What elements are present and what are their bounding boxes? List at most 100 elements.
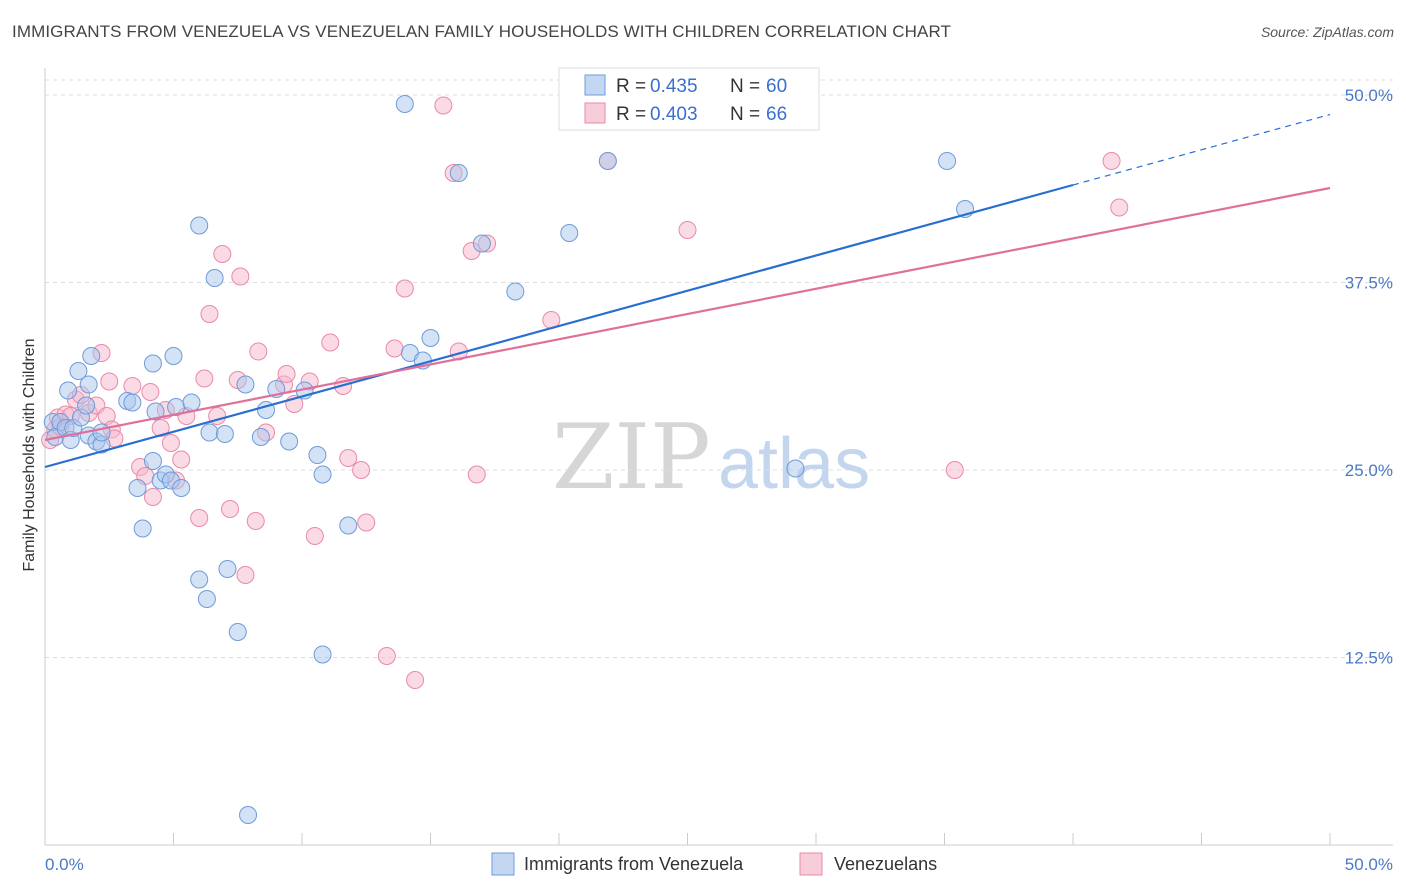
- point-immigrants: [77, 396, 96, 415]
- x-tick-label-min: 0.0%: [45, 855, 84, 874]
- legend-n-label-blue: N =: [730, 76, 760, 97]
- x-axis-ticks: [44, 833, 1331, 845]
- trendline-pink: [44, 186, 1331, 442]
- point-venezuelans: [172, 450, 191, 469]
- y-tick-label: 25.0%: [1345, 461, 1393, 480]
- point-immigrants: [92, 423, 111, 442]
- point-venezuelans: [352, 461, 371, 479]
- point-venezuelans: [151, 419, 170, 437]
- point-venezuelans: [231, 267, 250, 286]
- point-immigrants: [143, 354, 162, 373]
- legend-r-label-pink: R =: [616, 104, 646, 125]
- point-immigrants: [59, 381, 78, 400]
- point-immigrants: [421, 329, 440, 347]
- point-immigrants: [339, 516, 358, 535]
- source-label: Source: ZipAtlas.com: [1260, 24, 1394, 40]
- point-venezuelans: [357, 513, 376, 532]
- point-venezuelans: [141, 383, 160, 401]
- point-venezuelans: [277, 365, 296, 383]
- point-venezuelans: [123, 377, 142, 395]
- point-immigrants: [205, 269, 224, 287]
- watermark-zip: ZIP: [552, 405, 711, 510]
- point-venezuelans: [945, 461, 964, 479]
- point-immigrants: [128, 479, 147, 497]
- point-venezuelans: [377, 647, 396, 665]
- point-immigrants: [786, 459, 805, 478]
- point-venezuelans: [161, 434, 180, 452]
- legend-n-label-pink: N =: [730, 104, 760, 125]
- legend-r-value-blue: 0.435: [650, 76, 698, 97]
- point-immigrants: [313, 645, 332, 664]
- point-immigrants: [280, 432, 299, 451]
- point-immigrants: [239, 806, 258, 824]
- legend-swatch-blue: [584, 74, 606, 96]
- trend-lines: [44, 113, 1331, 469]
- point-immigrants: [395, 95, 414, 113]
- point-venezuelans: [395, 279, 414, 298]
- point-immigrants: [308, 446, 327, 464]
- series-immigrants-points: [43, 95, 975, 824]
- point-venezuelans: [305, 527, 324, 545]
- point-immigrants: [313, 465, 332, 484]
- bottom-legend-label-blue: Immigrants from Venezuela: [524, 854, 744, 874]
- point-venezuelans: [678, 221, 697, 239]
- y-tick-label: 50.0%: [1345, 86, 1393, 105]
- point-venezuelans: [213, 245, 232, 263]
- y-tick-label: 12.5%: [1345, 649, 1393, 668]
- point-immigrants: [506, 282, 525, 301]
- point-venezuelans: [200, 305, 219, 323]
- point-immigrants: [82, 347, 101, 365]
- point-immigrants: [938, 152, 957, 170]
- point-immigrants: [69, 362, 88, 380]
- point-immigrants: [200, 423, 219, 442]
- point-venezuelans: [406, 671, 425, 689]
- point-immigrants: [164, 347, 183, 365]
- correlation-legend: R = 0.435 N = 60 R = 0.403 N = 66: [558, 67, 820, 131]
- point-venezuelans: [246, 512, 265, 530]
- point-venezuelans: [467, 465, 486, 484]
- point-immigrants: [133, 519, 152, 538]
- point-immigrants: [182, 393, 201, 412]
- point-immigrants: [172, 479, 191, 497]
- legend-n-value-pink: 66: [766, 104, 787, 125]
- point-immigrants: [79, 375, 98, 394]
- point-immigrants: [123, 393, 142, 412]
- point-immigrants: [190, 570, 209, 589]
- point-immigrants: [560, 224, 579, 242]
- point-immigrants: [236, 375, 255, 394]
- point-immigrants: [190, 216, 209, 235]
- bottom-legend-swatch-pink: [799, 852, 823, 876]
- point-venezuelans: [143, 488, 162, 506]
- bottom-legend-swatch-blue: [491, 852, 515, 876]
- trendline-blue: [44, 183, 1074, 469]
- point-immigrants: [449, 164, 468, 182]
- point-venezuelans: [249, 342, 268, 361]
- point-venezuelans: [339, 449, 358, 467]
- trendline-extension-blue: [1072, 113, 1331, 186]
- point-immigrants: [215, 425, 234, 443]
- point-venezuelans: [434, 96, 453, 115]
- point-venezuelans: [100, 372, 119, 391]
- point-venezuelans: [1102, 152, 1121, 170]
- y-tick-label: 37.5%: [1345, 274, 1393, 293]
- axes: [44, 68, 1393, 846]
- point-venezuelans: [385, 339, 404, 358]
- point-venezuelans: [221, 500, 240, 518]
- legend-swatch-pink: [584, 102, 606, 124]
- y-axis-tick-labels: 12.5% 25.0% 37.5% 50.0%: [1345, 86, 1393, 668]
- bottom-legend-label-pink: Venezuelans: [834, 854, 937, 874]
- x-tick-label-max: 50.0%: [1345, 855, 1393, 874]
- point-immigrants: [472, 234, 491, 253]
- point-venezuelans: [236, 566, 255, 584]
- point-venezuelans: [190, 509, 209, 527]
- series-legend: Immigrants from Venezuela Venezuelans: [491, 852, 937, 876]
- point-immigrants: [143, 452, 162, 470]
- point-immigrants: [218, 560, 237, 578]
- chart-title: IMMIGRANTS FROM VENEZUELA VS VENEZUELAN …: [12, 22, 952, 41]
- y-axis-label: Family Households with Children: [21, 339, 38, 572]
- point-venezuelans: [321, 333, 340, 352]
- legend-r-label-blue: R =: [616, 76, 646, 97]
- legend-r-value-pink: 0.403: [650, 104, 698, 125]
- point-venezuelans: [195, 369, 214, 388]
